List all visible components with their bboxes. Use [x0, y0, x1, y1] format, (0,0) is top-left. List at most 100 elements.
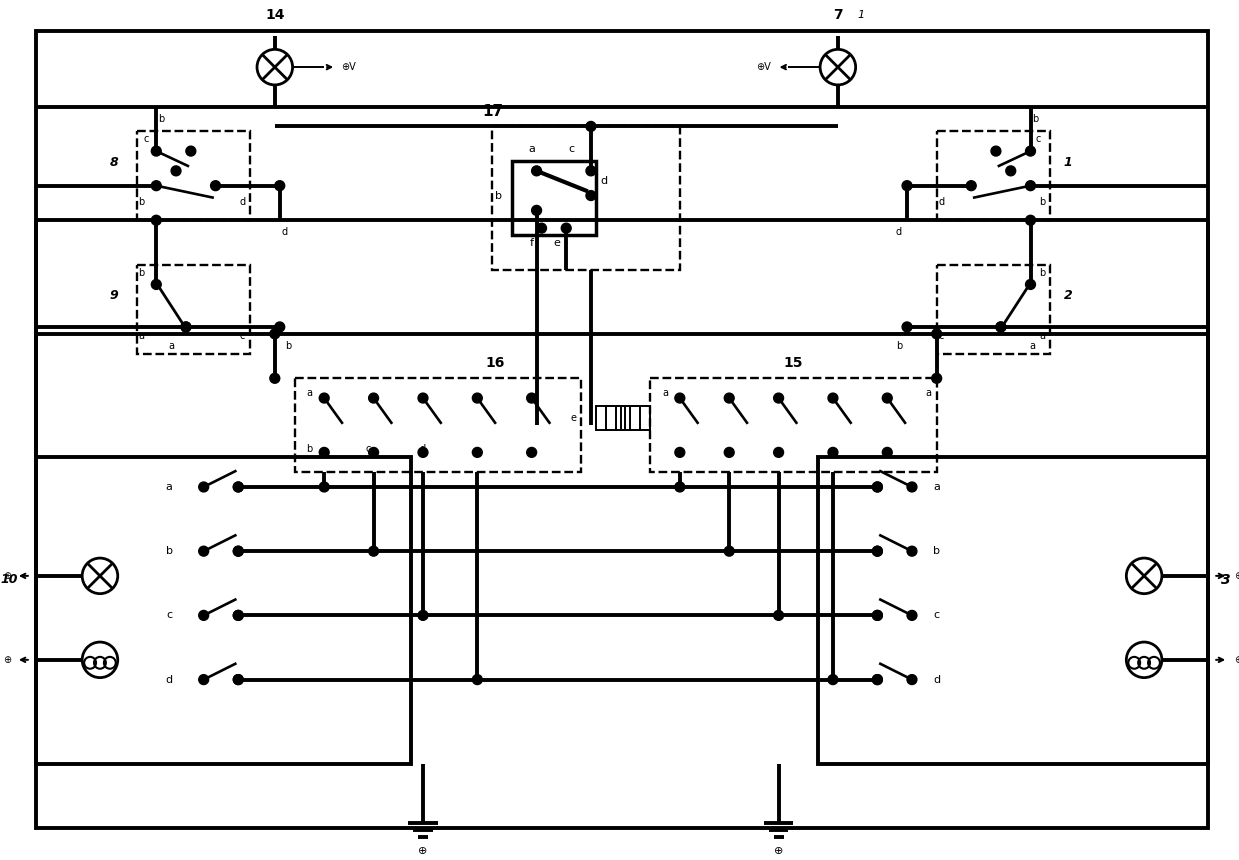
Circle shape: [872, 482, 882, 492]
Text: ⊕: ⊕: [419, 845, 427, 856]
Circle shape: [270, 329, 280, 339]
Circle shape: [872, 674, 882, 685]
Text: e: e: [553, 238, 560, 248]
Circle shape: [233, 611, 243, 620]
Text: b: b: [896, 341, 902, 351]
Circle shape: [233, 482, 243, 492]
Bar: [818, 458, 1208, 764]
Circle shape: [872, 546, 882, 556]
Text: ⊕: ⊕: [2, 654, 11, 665]
Text: a: a: [528, 144, 535, 154]
Circle shape: [181, 322, 191, 332]
Circle shape: [369, 546, 379, 556]
Circle shape: [171, 166, 181, 175]
Text: e: e: [570, 413, 576, 423]
Text: b: b: [1040, 198, 1046, 207]
Text: 2: 2: [1063, 289, 1073, 303]
Bar: [650, 378, 937, 472]
Circle shape: [902, 322, 912, 332]
Text: c: c: [166, 611, 172, 620]
Text: ⊕: ⊕: [774, 845, 783, 856]
Circle shape: [211, 181, 221, 191]
Circle shape: [882, 393, 892, 403]
Circle shape: [996, 322, 1006, 332]
Circle shape: [1026, 280, 1036, 290]
Circle shape: [872, 482, 882, 492]
Bar: [136, 132, 250, 220]
Circle shape: [472, 674, 482, 685]
Text: b: b: [139, 267, 145, 278]
Bar: [937, 265, 1051, 353]
Text: 8: 8: [110, 156, 119, 169]
Circle shape: [725, 393, 735, 403]
Text: b: b: [1032, 114, 1038, 124]
Circle shape: [418, 611, 427, 620]
Circle shape: [1026, 181, 1036, 191]
Circle shape: [233, 674, 243, 685]
Circle shape: [472, 393, 482, 403]
Text: a: a: [926, 388, 932, 398]
Circle shape: [725, 447, 735, 458]
Text: c: c: [1035, 134, 1041, 144]
Bar: [596, 406, 616, 430]
Bar: [621, 406, 641, 430]
Text: c: c: [240, 331, 245, 341]
Circle shape: [532, 166, 541, 175]
Circle shape: [773, 447, 783, 458]
Circle shape: [270, 373, 280, 384]
Bar: [136, 265, 250, 353]
Circle shape: [1006, 166, 1016, 175]
Circle shape: [151, 280, 161, 290]
Circle shape: [725, 546, 735, 556]
Circle shape: [198, 546, 208, 556]
Text: ⊕: ⊕: [1234, 654, 1239, 665]
Circle shape: [320, 393, 330, 403]
Circle shape: [675, 482, 685, 492]
Bar: [606, 406, 626, 430]
Circle shape: [991, 146, 1001, 156]
Circle shape: [320, 447, 330, 458]
Text: 17: 17: [482, 104, 503, 119]
Circle shape: [828, 674, 838, 685]
Circle shape: [907, 674, 917, 685]
Circle shape: [1026, 146, 1036, 156]
Text: b: b: [496, 191, 502, 200]
Text: 16: 16: [486, 357, 504, 371]
Circle shape: [675, 447, 685, 458]
Text: d: d: [938, 198, 944, 207]
Circle shape: [418, 393, 427, 403]
Circle shape: [320, 482, 330, 492]
Circle shape: [773, 393, 783, 403]
Circle shape: [907, 546, 917, 556]
Circle shape: [586, 121, 596, 132]
Circle shape: [932, 329, 942, 339]
Circle shape: [151, 181, 161, 191]
Text: ⊕: ⊕: [1234, 571, 1239, 581]
Bar: [36, 458, 411, 764]
Text: b: b: [139, 198, 145, 207]
Text: b: b: [1040, 267, 1046, 278]
Text: 14: 14: [265, 8, 285, 22]
Text: 9: 9: [110, 289, 119, 303]
Circle shape: [872, 674, 882, 685]
Circle shape: [1026, 215, 1036, 225]
Circle shape: [675, 393, 685, 403]
Circle shape: [186, 146, 196, 156]
Circle shape: [872, 611, 882, 620]
Circle shape: [828, 447, 838, 458]
Circle shape: [872, 611, 882, 620]
Circle shape: [233, 611, 243, 620]
Text: a: a: [662, 388, 668, 398]
Circle shape: [561, 224, 571, 233]
Text: a: a: [1040, 331, 1046, 341]
Text: ⊕: ⊕: [2, 571, 11, 581]
Text: a: a: [1030, 341, 1036, 351]
Circle shape: [966, 181, 976, 191]
Circle shape: [233, 546, 243, 556]
Circle shape: [369, 393, 379, 403]
Circle shape: [902, 181, 912, 191]
Text: a: a: [139, 331, 145, 341]
Text: 7: 7: [833, 8, 843, 22]
Text: ⊕V: ⊕V: [342, 62, 357, 72]
Circle shape: [233, 482, 243, 492]
